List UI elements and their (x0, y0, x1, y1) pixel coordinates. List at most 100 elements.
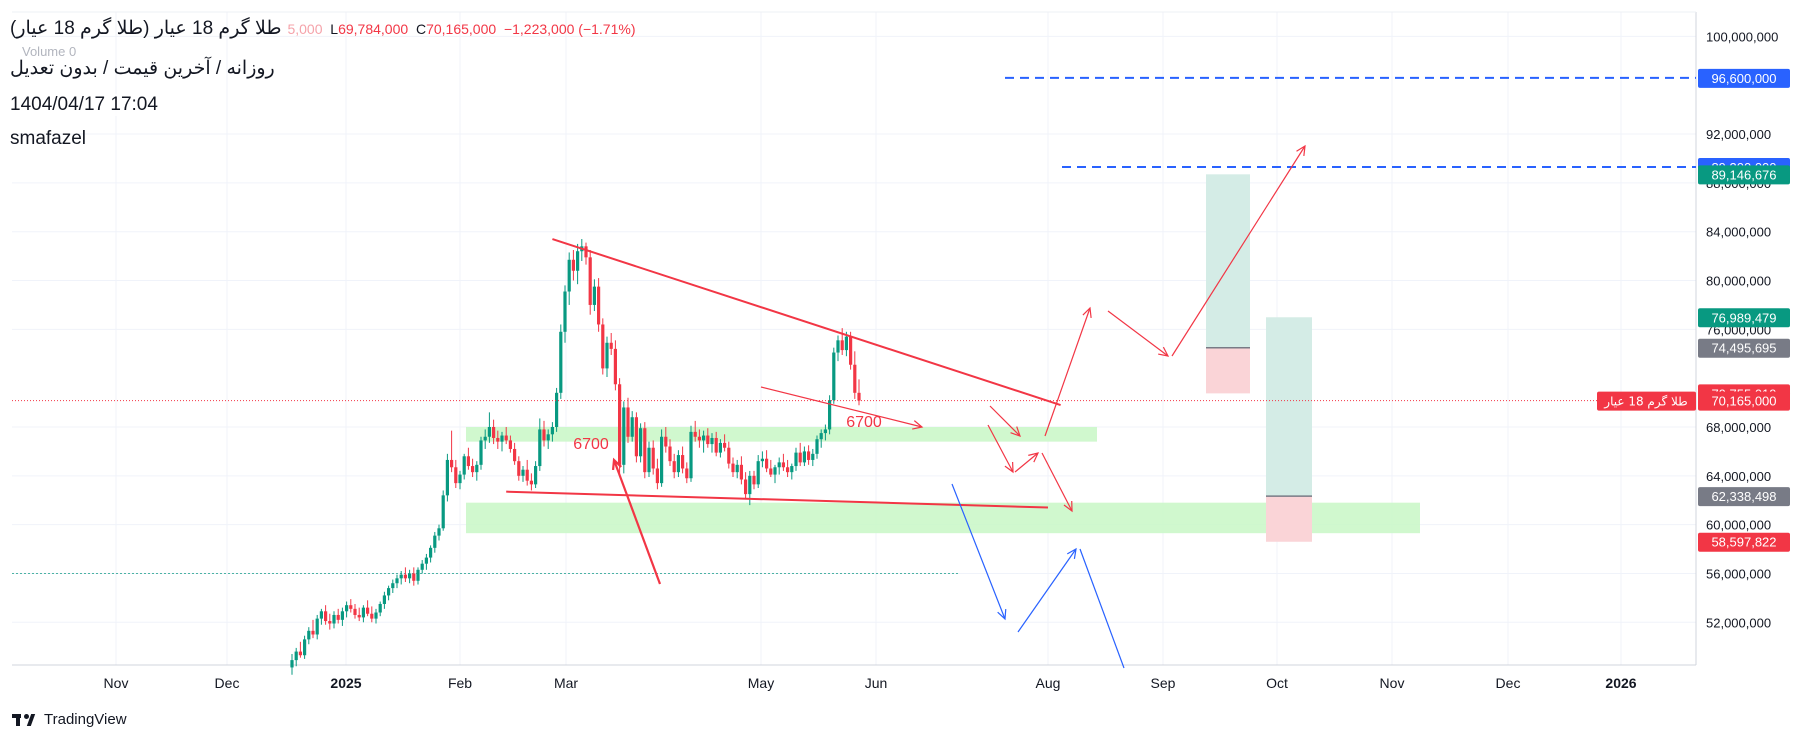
candle-body (328, 621, 332, 624)
candle (311, 619, 315, 639)
candle (718, 439, 722, 458)
trendline-support-line (506, 490, 1049, 509)
candle (546, 429, 550, 449)
candle-body (710, 437, 714, 445)
candle (387, 585, 391, 601)
candle-body (437, 528, 441, 536)
ohlc-readout: 5,000 L69,784,000 C70,165,000 −1,223,000… (287, 18, 635, 40)
candle (584, 242, 588, 265)
candle-body (798, 452, 802, 463)
candle (668, 439, 672, 467)
candle (672, 453, 676, 479)
candle-body (508, 440, 512, 449)
candle (416, 567, 420, 585)
candle (403, 567, 407, 583)
bearish-blue-arrow-2 (1017, 548, 1077, 633)
candle (744, 472, 748, 500)
x-tick-label: May (748, 675, 774, 691)
candle-body (336, 614, 340, 620)
candle (634, 412, 638, 463)
candle (303, 635, 307, 659)
x-tick-label: 2025 (330, 675, 361, 691)
candle-body (563, 291, 567, 332)
candle-body (744, 479, 748, 495)
legend-title-row: طلا گرم 18 عیار (طلا گرم 18 عیار) 5,000 … (10, 18, 635, 40)
symbol-title[interactable]: طلا گرم 18 عیار (طلا گرم 18 عیار) (10, 18, 282, 39)
candle (697, 429, 701, 448)
candle-body (374, 612, 378, 619)
candle-body (517, 461, 521, 476)
candle-body (634, 417, 638, 457)
candle (374, 608, 378, 624)
candle-body (555, 392, 559, 427)
candle-body (672, 461, 676, 473)
candle (609, 333, 613, 355)
candle (660, 429, 664, 487)
x-tick-label: Feb (448, 675, 472, 691)
candle (437, 524, 441, 541)
candle-body (429, 547, 433, 558)
bearish-blue-arrow-2-head (1066, 547, 1077, 559)
candle-body (319, 611, 323, 619)
candle-body (718, 442, 722, 453)
y-tick-label: 92,000,000 (1706, 127, 1771, 142)
bearish-blue-arrow-1-head (997, 608, 1007, 621)
candle-body (521, 469, 525, 476)
candle (588, 250, 592, 315)
candle (538, 418, 542, 471)
candle-body (723, 442, 727, 448)
candle (319, 608, 323, 625)
candle-body (739, 464, 743, 480)
candle-body (559, 331, 563, 393)
candle (849, 331, 853, 370)
price-badge-label: 96,600,000 (1711, 71, 1776, 86)
candle (487, 412, 491, 443)
candle-body (655, 468, 659, 484)
candle (618, 378, 622, 474)
candle (714, 431, 718, 457)
forecast-arrow-7 (1041, 452, 1073, 512)
candle (773, 464, 777, 484)
candle-body (366, 607, 370, 614)
candle (836, 335, 840, 362)
x-tick-label: Dec (215, 675, 240, 691)
candle-body (525, 469, 529, 481)
candle (807, 445, 811, 465)
forecast-arrow-1 (989, 405, 1021, 437)
candle-body (529, 480, 533, 485)
candle (681, 446, 685, 474)
candle (349, 599, 353, 613)
candle-body (676, 455, 680, 473)
candle-body (496, 437, 500, 442)
candle (664, 426, 668, 453)
candle (828, 395, 832, 435)
footer-brand[interactable]: TradingView (12, 711, 127, 728)
candle (534, 461, 538, 489)
candle (689, 425, 693, 482)
candle (571, 250, 575, 281)
candle (622, 401, 626, 474)
candle-body (643, 428, 647, 473)
candle-body (828, 400, 832, 430)
candle (332, 611, 336, 629)
candle-body (823, 429, 827, 434)
candle (353, 603, 357, 619)
candle (408, 569, 412, 584)
candle (601, 318, 605, 375)
candle-body (433, 535, 437, 548)
candle (769, 459, 773, 478)
candle (655, 458, 659, 490)
candle (513, 442, 517, 465)
candle (290, 654, 294, 675)
candle (706, 428, 710, 448)
chart-subtitle: روزانه / آخرین قیمت / بدون تعدیل (10, 58, 275, 79)
candle-body (760, 458, 764, 462)
y-tick-label: 100,000,000 (1706, 29, 1778, 44)
candle (454, 459, 458, 489)
symbol-tag-label: طلا گرم 18 عیار (1603, 395, 1687, 410)
position-boxes (1206, 174, 1312, 542)
candle-body (483, 436, 487, 441)
forecast-arrow-4 (1171, 145, 1306, 357)
short-position-profit-zone (1266, 317, 1312, 497)
